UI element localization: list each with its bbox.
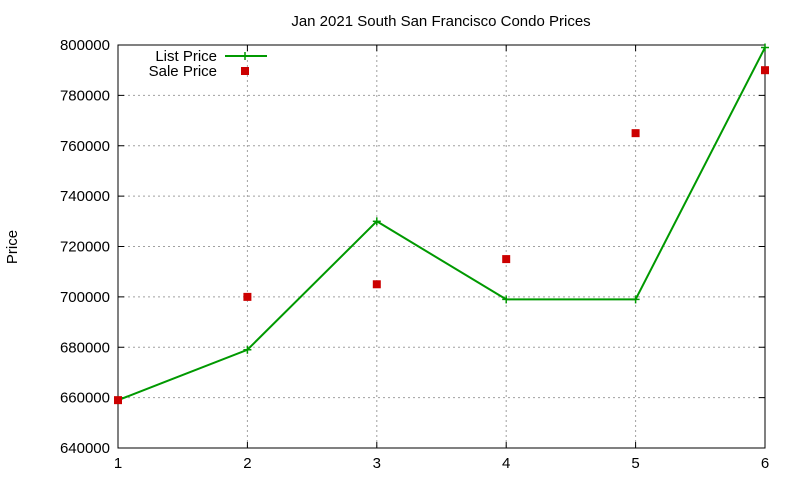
y-tick-label: 760000 bbox=[60, 138, 110, 155]
legend-marker bbox=[241, 67, 249, 75]
y-tick-label: 660000 bbox=[60, 390, 110, 407]
x-tick-label: 2 bbox=[243, 455, 251, 472]
data-point bbox=[502, 295, 511, 304]
y-tick-label: 740000 bbox=[60, 188, 110, 205]
data-point bbox=[631, 295, 640, 304]
y-tick-label: 700000 bbox=[60, 289, 110, 306]
legend-label: Sale Price bbox=[149, 63, 217, 80]
legend-label: List Price bbox=[155, 48, 217, 65]
data-point bbox=[372, 217, 381, 226]
data-point bbox=[761, 43, 769, 52]
x-tick-label: 4 bbox=[502, 455, 510, 472]
x-tick-label: 5 bbox=[631, 455, 639, 472]
series-1 bbox=[114, 66, 769, 405]
data-point bbox=[631, 129, 640, 138]
x-tick-label: 1 bbox=[114, 455, 122, 472]
data-point bbox=[114, 396, 122, 405]
data-point bbox=[761, 66, 769, 75]
y-tick-label: 640000 bbox=[60, 440, 110, 457]
y-tick-label: 780000 bbox=[60, 87, 110, 104]
x-tick-label: 3 bbox=[373, 455, 381, 472]
data-point bbox=[243, 345, 252, 354]
series-0 bbox=[114, 43, 769, 405]
data-point bbox=[502, 255, 511, 264]
grid bbox=[118, 45, 765, 448]
y-tick-label: 680000 bbox=[60, 339, 110, 356]
y-tick-label: 800000 bbox=[60, 37, 110, 54]
plot-frame bbox=[117, 44, 766, 449]
legend-marker bbox=[241, 52, 249, 60]
data-point bbox=[243, 292, 252, 301]
series bbox=[114, 43, 769, 405]
data-point bbox=[372, 280, 381, 289]
x-tick-label: 6 bbox=[761, 455, 769, 472]
series-line-0 bbox=[117, 47, 766, 402]
axis-ticks: 640000 660000 680000 700000 720000 740000 7600… bbox=[60, 37, 769, 472]
y-tick-label: 720000 bbox=[60, 239, 110, 256]
y-axis-label: Price bbox=[4, 230, 21, 264]
chart-title: Jan 2021 South San Francisco Condo Price… bbox=[291, 13, 590, 30]
